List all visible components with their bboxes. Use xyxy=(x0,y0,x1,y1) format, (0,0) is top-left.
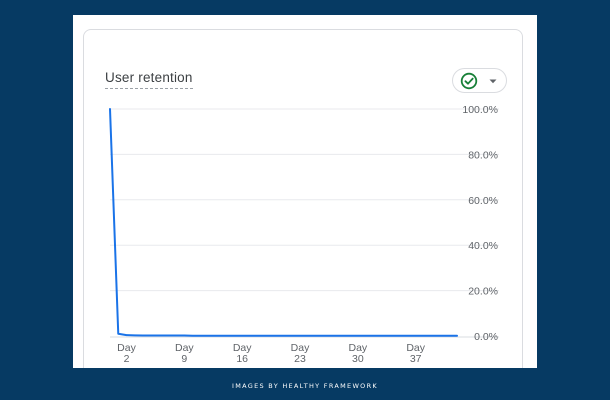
y-tick-label: 20.0% xyxy=(468,286,498,298)
user-retention-card: User retention 100.0% 80.0% 60.0% 40.0% 20.0… xyxy=(83,29,523,368)
gridlines xyxy=(110,108,499,338)
check-circle-icon xyxy=(460,72,478,90)
image-credit: IMAGES BY HEALTHY FRAMEWORK xyxy=(232,382,378,390)
card-title[interactable]: User retention xyxy=(105,70,193,89)
screenshot-frame: User retention 100.0% 80.0% 60.0% 40.0% 20.0… xyxy=(73,15,537,368)
y-tick-label: 0.0% xyxy=(474,331,498,343)
x-tick-label: Day 23 xyxy=(291,342,310,365)
x-tick-label: Day 30 xyxy=(349,342,368,365)
y-tick-label: 80.0% xyxy=(468,149,498,161)
y-tick-label: 40.0% xyxy=(468,240,498,252)
comparison-status-dropdown[interactable] xyxy=(452,68,507,93)
caret-down-icon xyxy=(489,79,497,84)
y-tick-label: 60.0% xyxy=(468,195,498,207)
y-tick-label: 100.0% xyxy=(462,104,498,116)
x-tick-label: Day 16 xyxy=(233,342,252,365)
series-layer xyxy=(109,108,458,337)
x-axis-labels: Day 2 Day 9 Day 16 Day 23 Day 30 Day 37 xyxy=(117,342,426,365)
x-tick-label: Day 37 xyxy=(406,342,425,365)
x-tick-label: Day 9 xyxy=(175,342,194,365)
y-axis-labels: 100.0% 80.0% 60.0% 40.0% 20.0% 0.0% xyxy=(462,104,498,343)
retention-series-line xyxy=(109,108,458,337)
x-tick-label: Day 2 xyxy=(117,342,136,365)
